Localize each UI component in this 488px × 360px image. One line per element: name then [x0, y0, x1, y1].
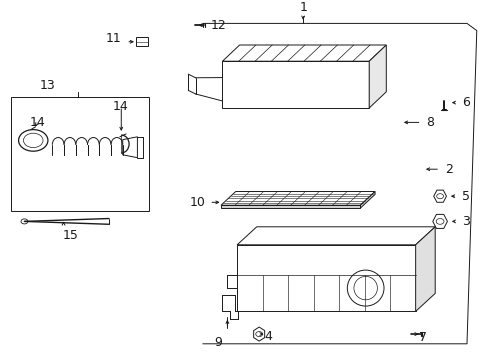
Text: 4: 4 — [264, 330, 271, 343]
Polygon shape — [122, 137, 137, 158]
Text: 12: 12 — [210, 19, 225, 32]
Text: 3: 3 — [461, 215, 469, 228]
Circle shape — [21, 219, 28, 224]
Text: 10: 10 — [189, 196, 205, 209]
Polygon shape — [432, 215, 447, 228]
Polygon shape — [368, 45, 386, 108]
Text: 1: 1 — [299, 1, 306, 14]
Polygon shape — [360, 192, 374, 208]
Text: 14: 14 — [29, 116, 45, 129]
Polygon shape — [222, 61, 368, 108]
Polygon shape — [222, 45, 386, 61]
Text: 9: 9 — [214, 336, 222, 348]
Text: 15: 15 — [63, 229, 79, 242]
Text: 6: 6 — [461, 96, 469, 109]
Polygon shape — [415, 227, 434, 311]
Text: 14: 14 — [112, 100, 128, 113]
Bar — [11, 97, 149, 211]
Polygon shape — [237, 245, 415, 311]
Bar — [136, 37, 148, 46]
Text: 11: 11 — [105, 32, 121, 45]
Text: 8: 8 — [426, 116, 433, 129]
Polygon shape — [221, 192, 374, 205]
Polygon shape — [221, 205, 360, 208]
Polygon shape — [237, 227, 434, 245]
Polygon shape — [253, 327, 264, 341]
Text: 7: 7 — [418, 331, 426, 344]
Text: 2: 2 — [444, 163, 452, 176]
Text: 13: 13 — [40, 79, 55, 92]
Polygon shape — [433, 190, 446, 202]
Text: 5: 5 — [461, 190, 469, 203]
